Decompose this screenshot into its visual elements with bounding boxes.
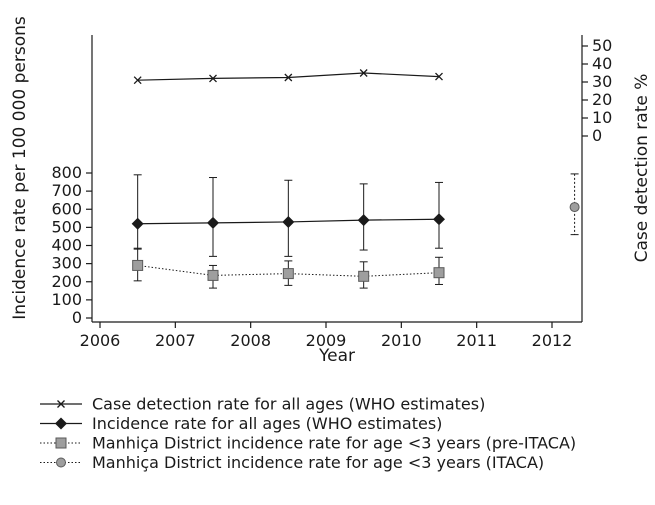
series-0 bbox=[133, 69, 443, 85]
left-tick-label: 600 bbox=[51, 199, 82, 218]
data-point bbox=[433, 267, 445, 279]
left-tick-label: 500 bbox=[51, 217, 82, 236]
data-point bbox=[433, 213, 445, 226]
plot-area bbox=[131, 69, 580, 289]
legend-item: Manhiça District incidence rate for age … bbox=[40, 453, 544, 472]
right-axis-title: Case detection rate % bbox=[632, 74, 652, 263]
x-tick-label: 2011 bbox=[456, 331, 497, 350]
legend-item: Manhiça District incidence rate for age … bbox=[40, 434, 576, 453]
data-point bbox=[569, 202, 580, 213]
data-point bbox=[358, 270, 370, 282]
legend-label: Manhiça District incidence rate for age … bbox=[92, 434, 576, 453]
left-tick-label: 400 bbox=[51, 236, 82, 255]
left-tick-label: 200 bbox=[51, 272, 82, 291]
legend: Case detection rate for all ages (WHO es… bbox=[40, 395, 576, 472]
x-axis-title: Year bbox=[318, 346, 355, 366]
x-tick-label: 2007 bbox=[155, 331, 196, 350]
x-axis-ticks: 2006 2007 2008 2009 2010 2011 2012 bbox=[80, 322, 573, 350]
x-tick-label: 2008 bbox=[230, 331, 271, 350]
x-tick-label: 2012 bbox=[532, 331, 573, 350]
right-tick-label: 10 bbox=[592, 108, 612, 127]
right-tick-label: 20 bbox=[592, 90, 612, 109]
data-point bbox=[282, 215, 295, 228]
legend-label: Case detection rate for all ages (WHO es… bbox=[92, 395, 485, 414]
data-point bbox=[359, 69, 368, 77]
right-tick-label: 50 bbox=[592, 36, 612, 55]
right-tick-label: 30 bbox=[592, 72, 612, 91]
right-tick-label: 40 bbox=[592, 54, 612, 73]
legend-item: Case detection rate for all ages (WHO es… bbox=[40, 395, 485, 414]
data-point bbox=[133, 76, 142, 85]
series-2 bbox=[132, 247, 445, 289]
left-tick-label: 800 bbox=[51, 163, 82, 182]
data-point bbox=[207, 216, 219, 229]
data-point bbox=[131, 217, 144, 230]
data-point bbox=[435, 72, 443, 81]
legend-item: Incidence rate for all ages (WHO estimat… bbox=[40, 414, 442, 433]
left-tick-label: 100 bbox=[51, 290, 82, 309]
data-point bbox=[207, 269, 219, 281]
legend-label: Incidence rate for all ages (WHO estimat… bbox=[92, 414, 442, 433]
legend-marker bbox=[56, 457, 66, 468]
right-tick-label: 0 bbox=[592, 126, 602, 145]
data-point bbox=[284, 73, 293, 82]
series-3 bbox=[569, 173, 580, 236]
data-point bbox=[209, 74, 217, 83]
data-point bbox=[282, 268, 294, 280]
legend-marker bbox=[57, 400, 65, 408]
x-tick-label: 2006 bbox=[80, 331, 121, 350]
series-1 bbox=[131, 174, 445, 257]
x-tick-label: 2010 bbox=[381, 331, 422, 350]
legend-marker bbox=[55, 437, 67, 449]
data-point bbox=[132, 259, 144, 271]
left-tick-label: 700 bbox=[51, 181, 82, 200]
left-tick-label: 0 bbox=[72, 308, 82, 327]
axes bbox=[91, 35, 583, 323]
left-axis-title: Incidence rate per 100 000 persons bbox=[10, 16, 30, 320]
left-tick-label: 300 bbox=[51, 254, 82, 273]
x-tick-label: 2009 bbox=[306, 331, 347, 350]
data-point bbox=[357, 214, 370, 227]
legend-marker bbox=[55, 417, 67, 430]
legend-label: Manhiça District incidence rate for age … bbox=[92, 453, 544, 472]
